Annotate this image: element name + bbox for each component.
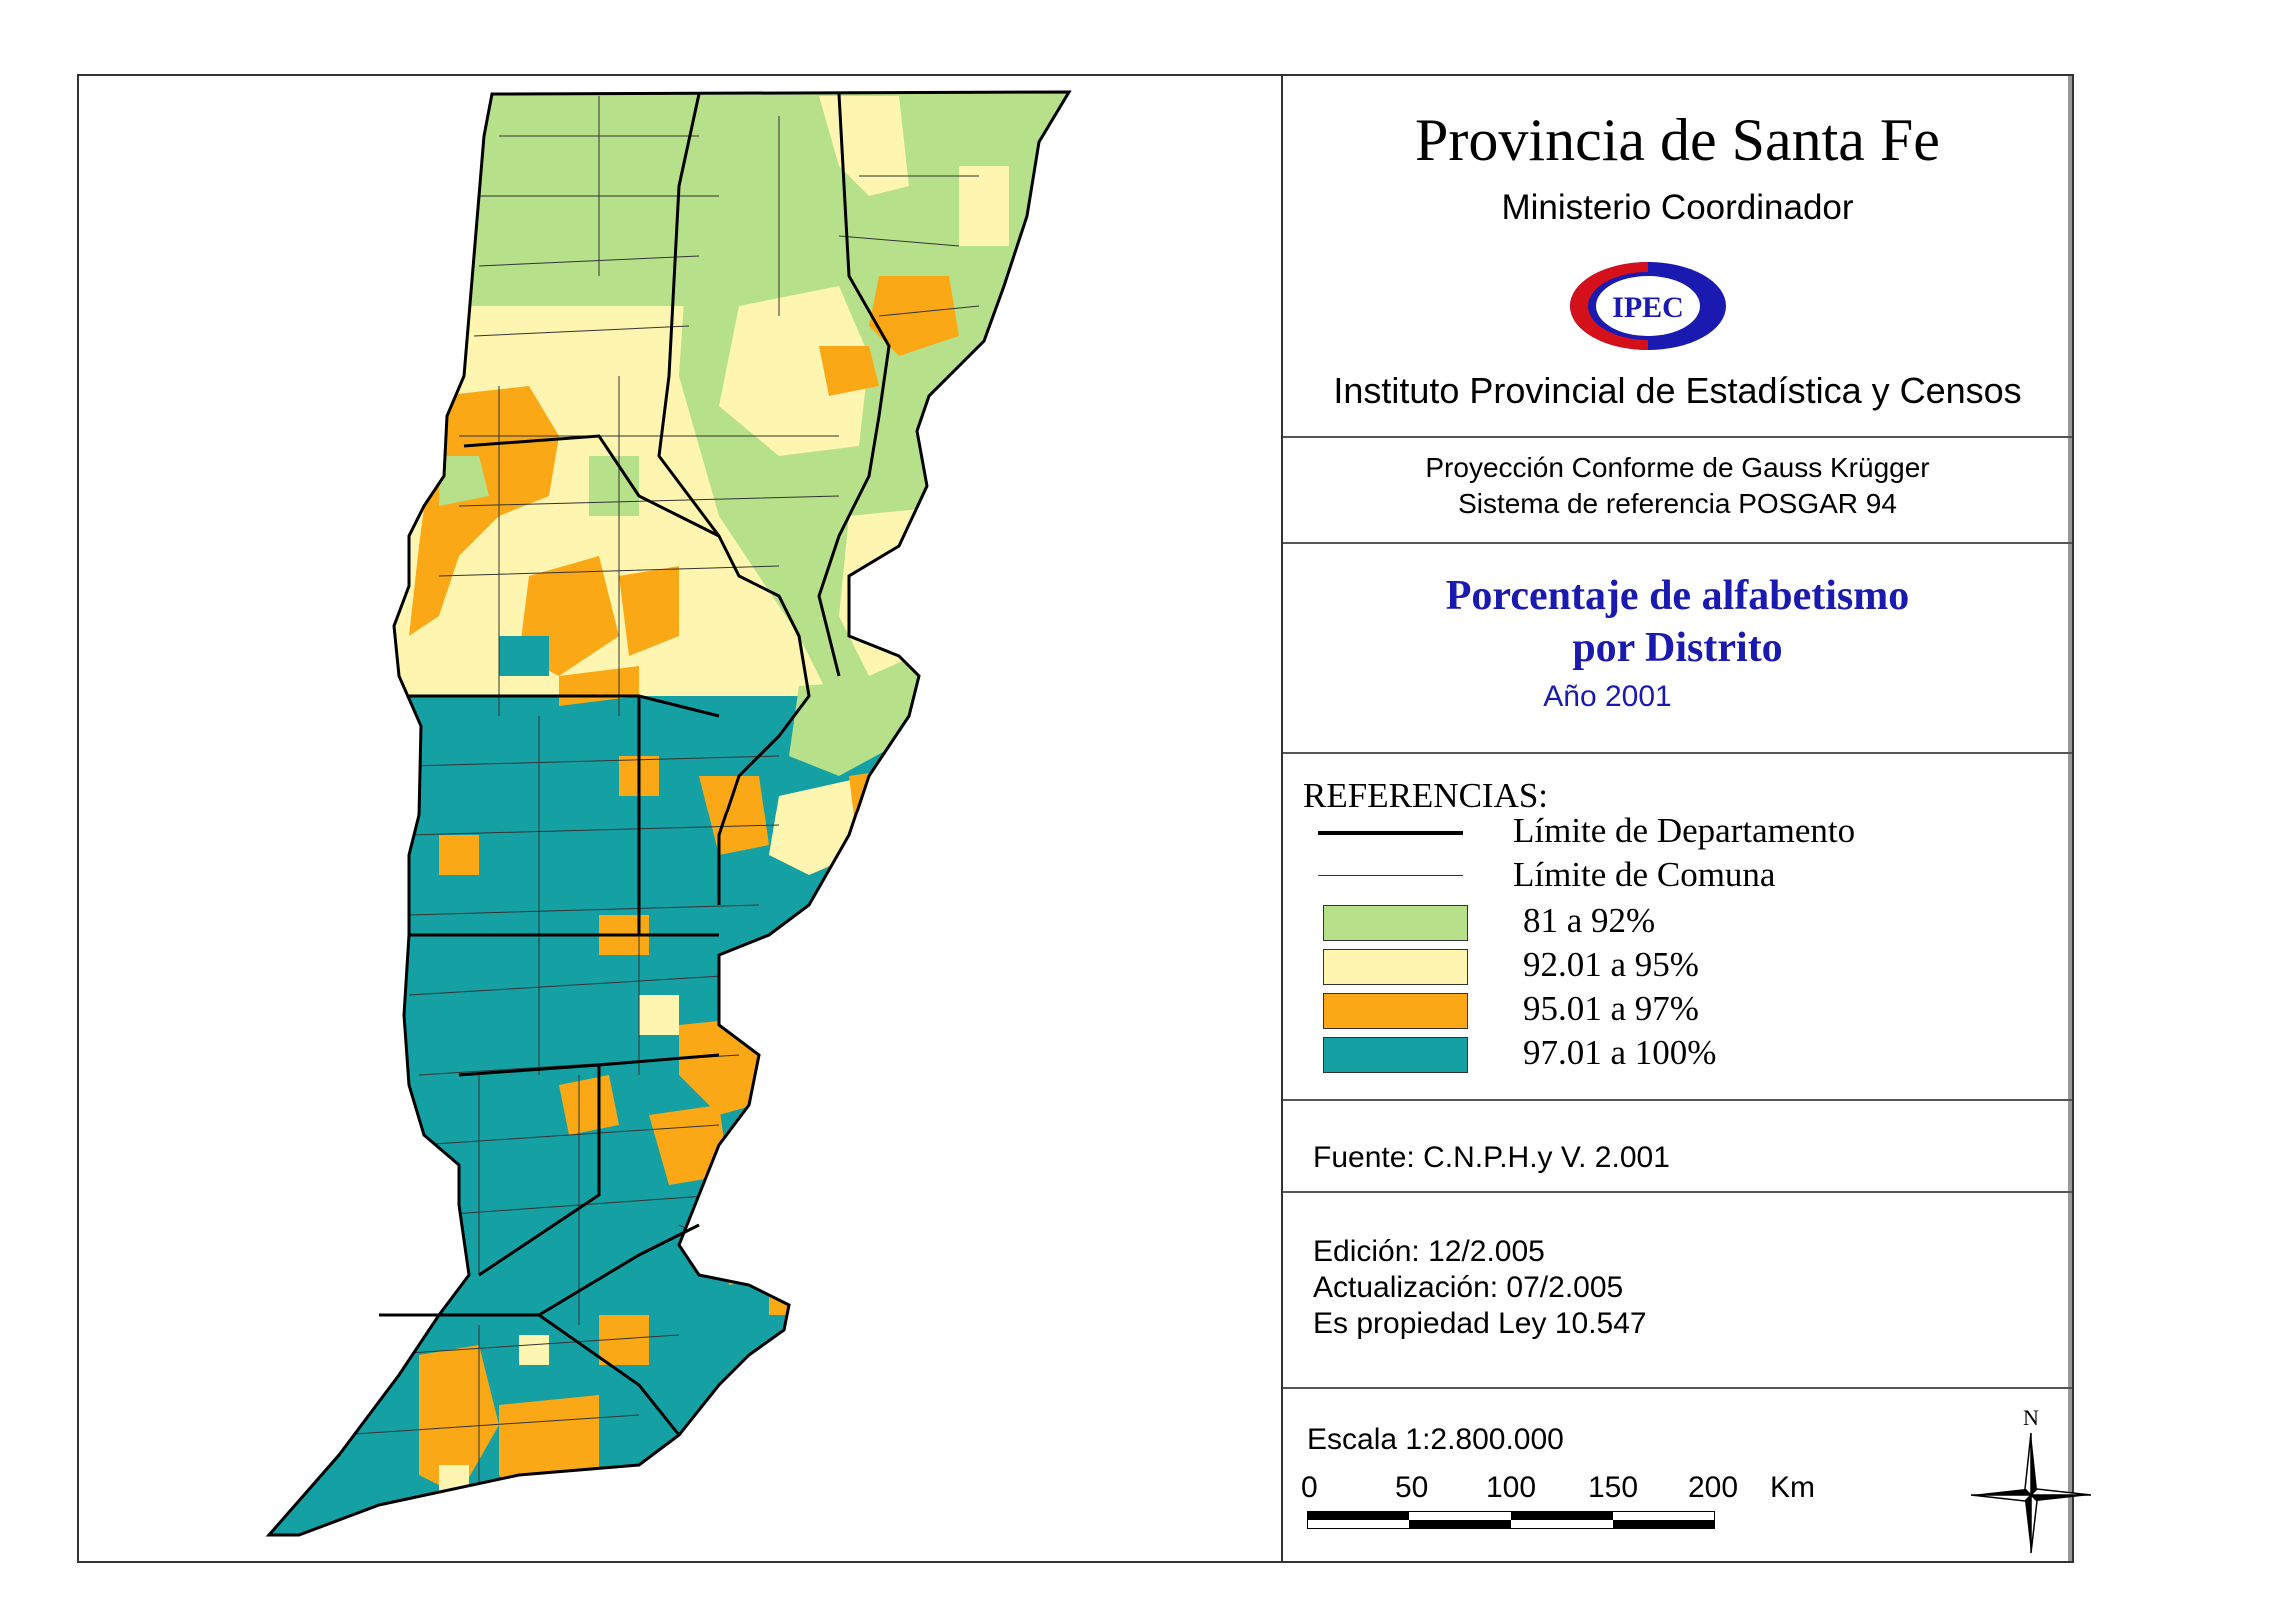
scale-tick: 50 [1395,1471,1429,1504]
update-date: Actualización: 07/2.005 [1313,1271,1624,1304]
class-label: 92.01 a 95% [1523,945,1699,984]
scale-tick: 150 [1588,1471,1639,1504]
patch [719,286,869,456]
swatch-class-1 [1323,905,1468,941]
theme-subtitle: por Distrito [1572,625,1783,671]
swatch-class-2 [1323,949,1468,985]
patch [599,1315,649,1365]
property-law: Es propiedad Ley 10.547 [1313,1307,1647,1340]
legend-label: Límite de Departamento [1513,812,1856,850]
province-boundary [265,90,1072,1537]
patch [519,1335,549,1365]
department-boundary [657,93,811,905]
patch [719,1235,779,1285]
theme-year: Año 2001 [1543,680,1672,713]
patch [499,636,549,676]
map-title: Provincia de Santa Fe [1415,107,1940,173]
department-boundary [817,93,891,677]
north-arrow-icon: N [1970,1405,2092,1554]
class-label: 97.01 a 100% [1523,1033,1717,1072]
projection-line: Proyección Conforme de Gauss Krügger [1425,452,1930,483]
scale-unit: Km [1770,1471,1815,1504]
patch [589,456,639,516]
patch [699,776,769,855]
legend-title: REFERENCIAS: [1303,776,1549,814]
map-area [79,76,1281,1561]
divider [1283,542,2072,544]
region-north-yellow [269,306,1069,466]
source-text: Fuente: C.N.P.H.y V. 2.001 [1313,1141,1670,1174]
patch [789,676,949,776]
logo-text: IPEC [1612,291,1684,324]
patch [439,835,479,875]
department-boundary [463,434,720,538]
patch [739,1155,779,1225]
edition-date: Edición: 12/2.005 [1313,1235,1545,1268]
patch [639,995,679,1035]
divider [1283,1387,2072,1389]
scale-text: Escala 1:2.800.000 [1307,1423,1564,1456]
institute-name: Instituto Provincial de Estadística y Ce… [1333,370,2022,411]
province-map [265,90,1072,1537]
ministry-subtitle: Ministerio Coordinador [1501,188,1854,227]
map-frame: Provincia de Santa Fe Ministerio Coordin… [77,74,2092,1563]
department-boundary [379,1223,700,1436]
legend-label: Límite de Comuna [1513,855,1776,894]
patch [819,346,879,396]
theme-title: Porcentaje de alfabetismo [1445,573,1910,619]
class-label: 95.01 a 97% [1523,989,1699,1028]
scale-bar [1307,1511,1715,1529]
class-label: 81 a 92% [1523,901,1656,940]
legend-panel: Provincia de Santa Fe Ministerio Coordin… [1283,76,2092,1561]
dept-line-symbol [1318,831,1463,835]
scale-tick: 200 [1688,1471,1739,1504]
patch [619,566,679,656]
patch [839,506,959,676]
patch [959,166,1009,246]
frame-shadow [2068,76,2072,1561]
compass-north-label: N [2023,1405,2039,1430]
patch [769,1275,819,1315]
patch [869,276,959,356]
divider [1283,1191,2072,1193]
scale-tick: 100 [1486,1471,1537,1504]
reference-system-line: Sistema de referencia POSGAR 94 [1458,488,1897,519]
ipec-logo: IPEC [1570,262,1726,350]
comuna-line-symbol [1318,875,1463,876]
patch [559,1075,619,1135]
department-boundary [409,696,719,937]
divider [1283,752,2072,754]
divider [1283,436,2072,438]
swatch-class-3 [1323,993,1468,1029]
patch [849,766,919,855]
scale-tick: 0 [1301,1471,1318,1504]
patch [499,1395,599,1515]
swatch-class-4 [1323,1037,1468,1073]
patch [439,456,489,506]
department-boundary [458,1053,720,1277]
patch [649,1105,729,1185]
panel-divider [1281,76,1283,1561]
divider [1283,1099,2072,1101]
